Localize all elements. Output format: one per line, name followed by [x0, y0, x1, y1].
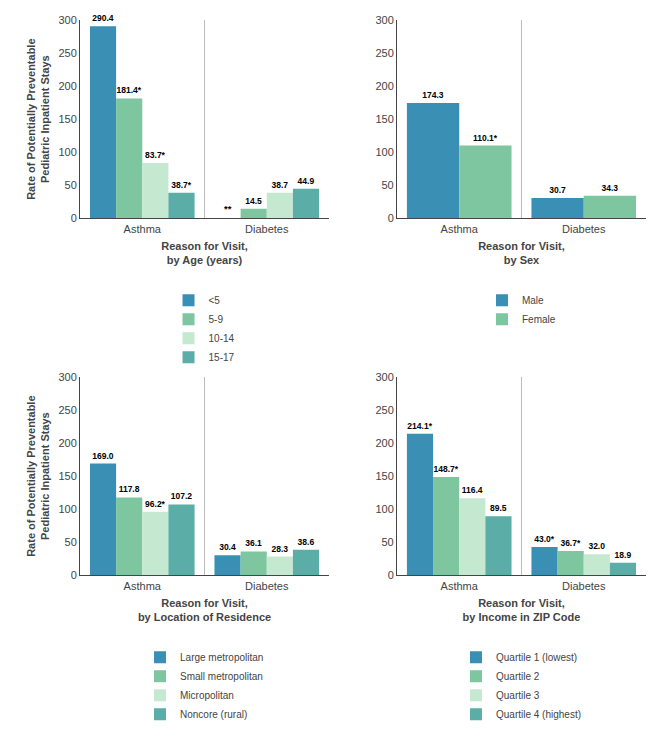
svg-text:44.9: 44.9	[298, 176, 315, 186]
svg-text:Male: Male	[522, 295, 544, 306]
svg-text:Small metropolitan: Small metropolitan	[180, 671, 263, 682]
svg-text:200: 200	[58, 80, 76, 92]
svg-text:Asthma: Asthma	[441, 580, 479, 592]
svg-text:38.6: 38.6	[298, 537, 315, 547]
svg-text:200: 200	[375, 80, 393, 92]
svg-text:38.7*: 38.7*	[171, 180, 192, 190]
svg-text:83.7*: 83.7*	[145, 150, 166, 160]
svg-text:250: 250	[58, 47, 76, 59]
svg-text:34.3: 34.3	[601, 183, 618, 193]
svg-text:Reason for Visit,by Sex: Reason for Visit,by Sex	[478, 240, 565, 266]
svg-text:300: 300	[58, 14, 76, 26]
svg-text:214.1*: 214.1*	[407, 421, 432, 431]
svg-text:14.5: 14.5	[245, 196, 262, 206]
svg-text:181.4*: 181.4*	[117, 85, 142, 95]
svg-text:10-14: 10-14	[209, 333, 235, 344]
svg-text:100: 100	[58, 146, 76, 158]
svg-text:50: 50	[382, 536, 394, 548]
svg-text:Noncore (rural): Noncore (rural)	[180, 709, 247, 720]
svg-text:250: 250	[375, 404, 393, 416]
svg-text:Female: Female	[522, 314, 556, 325]
svg-text:100: 100	[375, 503, 393, 515]
svg-text:Reason for Visit,by Income in: Reason for Visit,by Income in ZIP Code	[463, 597, 581, 623]
svg-text:32.0: 32.0	[588, 541, 605, 551]
svg-text:Reason for Visit,by Age (years: Reason for Visit,by Age (years)	[161, 240, 248, 266]
svg-text:Diabetes: Diabetes	[562, 580, 606, 592]
svg-text:0: 0	[388, 212, 394, 224]
svg-text:250: 250	[58, 404, 76, 416]
svg-text:0: 0	[388, 569, 394, 581]
svg-text:290.4: 290.4	[92, 13, 114, 23]
svg-text:5-9: 5-9	[209, 314, 224, 325]
svg-text:Asthma: Asthma	[124, 223, 162, 235]
svg-text:Quartile 1 (lowest): Quartile 1 (lowest)	[496, 652, 577, 663]
svg-text:36.7*: 36.7*	[560, 538, 581, 548]
svg-text:Diabetes: Diabetes	[245, 580, 289, 592]
svg-text:38.7: 38.7	[271, 180, 288, 190]
svg-text:50: 50	[65, 179, 77, 191]
svg-text:30.4: 30.4	[219, 542, 236, 552]
svg-text:300: 300	[375, 371, 393, 383]
svg-text:200: 200	[58, 437, 76, 449]
svg-text:148.7*: 148.7*	[434, 464, 459, 474]
svg-text:200: 200	[375, 437, 393, 449]
svg-text:Micropolitan: Micropolitan	[180, 690, 234, 701]
svg-text:169.0: 169.0	[92, 451, 114, 461]
svg-text:96.2*: 96.2*	[145, 499, 166, 509]
svg-text:Quartile 4 (highest): Quartile 4 (highest)	[496, 709, 581, 720]
svg-text:Asthma: Asthma	[441, 223, 479, 235]
svg-text:117.8: 117.8	[119, 484, 140, 494]
svg-text:Asthma: Asthma	[124, 580, 162, 592]
svg-text:0: 0	[71, 569, 77, 581]
svg-text:100: 100	[375, 146, 393, 158]
svg-text:300: 300	[58, 371, 76, 383]
svg-text:0: 0	[71, 212, 77, 224]
svg-text:Diabetes: Diabetes	[562, 223, 606, 235]
svg-text:107.2: 107.2	[171, 491, 193, 501]
svg-text:Diabetes: Diabetes	[245, 223, 289, 235]
svg-text:50: 50	[65, 536, 77, 548]
svg-text:15-17: 15-17	[209, 352, 235, 363]
svg-text:100: 100	[58, 503, 76, 515]
svg-text:Rate of Potentially Preventabl: Rate of Potentially PreventablePediatric…	[25, 395, 51, 556]
svg-text:Reason for Visit,by Location o: Reason for Visit,by Location of Residenc…	[138, 597, 271, 623]
svg-text:150: 150	[58, 470, 76, 482]
svg-text:<5: <5	[209, 295, 221, 306]
svg-text:30.7: 30.7	[549, 185, 566, 195]
svg-text:110.1*: 110.1*	[473, 133, 498, 143]
svg-text:50: 50	[382, 179, 394, 191]
svg-text:36.1: 36.1	[245, 538, 262, 548]
svg-text:28.3: 28.3	[271, 544, 288, 554]
svg-text:174.3: 174.3	[422, 90, 444, 100]
svg-text:18.9: 18.9	[615, 550, 632, 560]
svg-text:Large metropolitan: Large metropolitan	[180, 652, 263, 663]
svg-text:150: 150	[375, 470, 393, 482]
svg-text:150: 150	[58, 113, 76, 125]
svg-text:43.0*: 43.0*	[534, 534, 555, 544]
svg-text:89.5: 89.5	[490, 503, 507, 513]
svg-text:150: 150	[375, 113, 393, 125]
svg-text:116.4: 116.4	[462, 485, 483, 495]
svg-text:250: 250	[375, 47, 393, 59]
svg-text:Rate of Potentially Preventabl: Rate of Potentially PreventablePediatric…	[25, 38, 51, 199]
svg-text:Quartile 2: Quartile 2	[496, 671, 540, 682]
svg-text:300: 300	[375, 14, 393, 26]
svg-text:**: **	[224, 203, 232, 214]
svg-text:Quartile 3: Quartile 3	[496, 690, 540, 701]
